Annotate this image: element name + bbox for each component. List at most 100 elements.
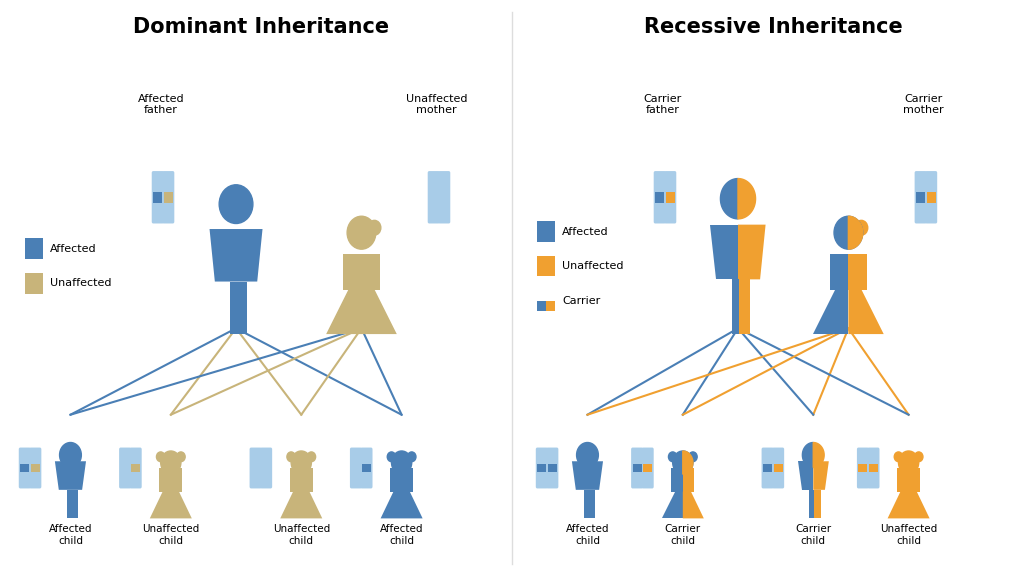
Bar (671, 468, 683, 492)
Text: Carrier
mother: Carrier mother (903, 93, 944, 115)
FancyBboxPatch shape (130, 448, 141, 488)
Polygon shape (738, 179, 756, 219)
Bar (31, 464, 40, 472)
Bar (429, 192, 438, 203)
Circle shape (157, 452, 165, 462)
Polygon shape (381, 492, 423, 518)
Text: Carrier
father: Carrier father (644, 93, 682, 115)
Circle shape (368, 221, 381, 235)
FancyBboxPatch shape (119, 448, 131, 488)
Bar (230, 282, 240, 334)
FancyBboxPatch shape (438, 171, 451, 223)
FancyBboxPatch shape (642, 448, 653, 488)
Circle shape (669, 452, 677, 462)
FancyBboxPatch shape (547, 448, 558, 488)
Text: Unaffected
child: Unaffected child (272, 524, 330, 546)
Text: Affected
child: Affected child (380, 524, 423, 546)
Bar (548, 464, 557, 472)
Polygon shape (813, 290, 848, 334)
Text: Affected
child: Affected child (565, 524, 609, 546)
Bar (633, 464, 642, 472)
Text: Dominant Inheritance: Dominant Inheritance (133, 17, 389, 37)
Circle shape (689, 452, 697, 462)
Bar (858, 464, 867, 472)
Bar (538, 301, 547, 311)
Bar (390, 468, 414, 492)
Circle shape (673, 451, 693, 474)
Bar (666, 192, 675, 203)
Circle shape (177, 452, 185, 462)
Polygon shape (327, 290, 396, 334)
FancyBboxPatch shape (665, 171, 676, 223)
FancyBboxPatch shape (925, 171, 937, 223)
Text: Unaffected: Unaffected (562, 261, 624, 271)
Bar (773, 464, 782, 472)
Bar (869, 464, 878, 472)
Polygon shape (55, 461, 86, 490)
Circle shape (914, 452, 923, 462)
Bar (655, 192, 665, 203)
Circle shape (834, 216, 863, 249)
Polygon shape (803, 442, 813, 468)
Bar (71, 490, 78, 518)
Text: Affected: Affected (562, 226, 609, 237)
Bar (814, 490, 821, 518)
Circle shape (855, 221, 867, 235)
Bar (897, 468, 921, 492)
Text: Carrier
child: Carrier child (665, 524, 700, 546)
Bar (121, 464, 130, 472)
Text: Unaffected
mother: Unaffected mother (406, 93, 468, 115)
Polygon shape (210, 229, 262, 282)
Circle shape (408, 452, 416, 462)
Circle shape (391, 451, 412, 474)
Polygon shape (683, 492, 703, 518)
Bar (916, 192, 925, 203)
Bar (159, 468, 182, 492)
Bar (538, 221, 555, 242)
Bar (683, 468, 694, 492)
FancyBboxPatch shape (260, 448, 272, 488)
Bar (763, 464, 772, 472)
Polygon shape (848, 290, 884, 334)
Bar (154, 192, 162, 203)
FancyBboxPatch shape (428, 171, 439, 223)
Text: Recessive Inheritance: Recessive Inheritance (644, 17, 902, 37)
Polygon shape (848, 216, 863, 249)
Bar (261, 464, 270, 472)
Circle shape (287, 452, 295, 462)
Text: Unaffected
child: Unaffected child (880, 524, 937, 546)
FancyBboxPatch shape (250, 448, 261, 488)
Bar (439, 192, 449, 203)
Bar (809, 490, 816, 518)
FancyBboxPatch shape (18, 448, 31, 488)
Bar (643, 464, 652, 472)
Bar (538, 464, 547, 472)
FancyBboxPatch shape (162, 171, 174, 223)
Bar (343, 254, 380, 290)
Circle shape (898, 451, 919, 474)
FancyBboxPatch shape (152, 171, 164, 223)
Bar (26, 238, 43, 259)
Bar (547, 301, 555, 311)
Circle shape (894, 452, 903, 462)
FancyBboxPatch shape (772, 448, 784, 488)
Polygon shape (281, 492, 323, 518)
FancyBboxPatch shape (30, 448, 41, 488)
Polygon shape (798, 461, 813, 490)
Circle shape (307, 452, 315, 462)
Bar (588, 490, 595, 518)
Bar (829, 254, 848, 290)
Bar (927, 192, 936, 203)
Bar (361, 464, 371, 472)
FancyBboxPatch shape (350, 448, 361, 488)
Polygon shape (738, 225, 766, 279)
Bar (26, 273, 43, 294)
Polygon shape (572, 461, 603, 490)
FancyBboxPatch shape (631, 448, 643, 488)
FancyBboxPatch shape (536, 448, 548, 488)
Bar (848, 254, 867, 290)
Polygon shape (711, 225, 738, 279)
Text: Affected
child: Affected child (49, 524, 92, 546)
FancyBboxPatch shape (653, 171, 666, 223)
Bar (584, 490, 591, 518)
